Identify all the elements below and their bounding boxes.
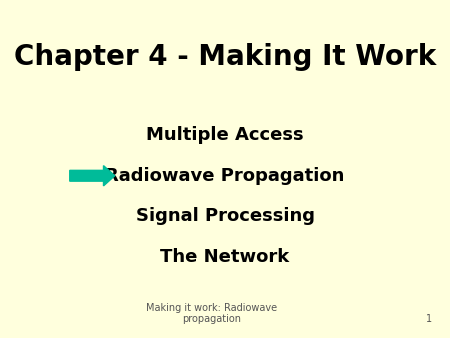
Text: Signal Processing: Signal Processing [135,207,315,225]
FancyArrow shape [70,166,115,186]
Text: The Network: The Network [160,248,290,266]
Text: Multiple Access: Multiple Access [146,126,304,144]
Text: 1: 1 [426,314,432,324]
Text: Making it work: Radiowave
propagation: Making it work: Radiowave propagation [146,303,277,324]
Text: Chapter 4 - Making It Work: Chapter 4 - Making It Work [14,44,436,71]
Text: Radiowave Propagation: Radiowave Propagation [105,167,345,185]
